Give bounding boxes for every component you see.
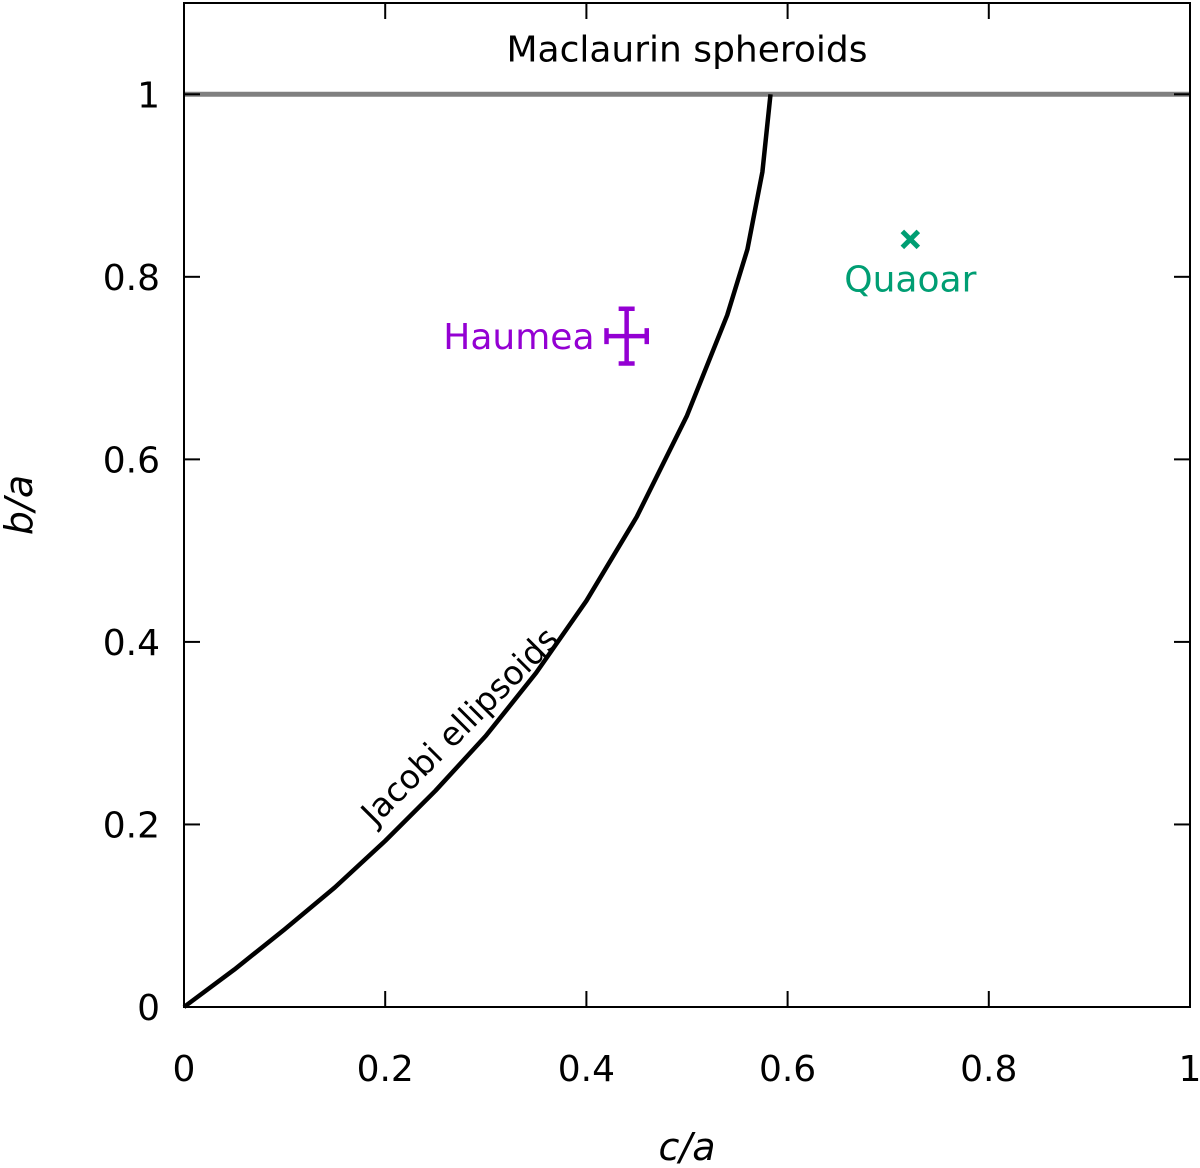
y-tick-label: 1 bbox=[137, 75, 160, 116]
plot-frame bbox=[183, 2, 1191, 1008]
points-layer: Haumea Quaoar bbox=[443, 229, 977, 366]
x-axis-label: c/a bbox=[659, 1125, 716, 1168]
x-tick-label: 0.8 bbox=[960, 1049, 1017, 1090]
x-tick-label: 0 bbox=[173, 1049, 196, 1090]
quaoar-marker bbox=[900, 229, 921, 250]
region-layer: Maclaurin spheroids bbox=[184, 30, 1190, 97]
ticks-layer bbox=[184, 3, 1190, 1007]
labels-layer: 0 0.2 0.4 0.6 0.8 1 0 0.2 0.4 0.6 0.8 1 bbox=[103, 75, 1200, 1090]
x-tick-label: 1 bbox=[1179, 1049, 1200, 1090]
quaoar-label: Quaoar bbox=[844, 259, 976, 300]
haumea-label: Haumea bbox=[443, 317, 594, 358]
y-tick-label: 0.8 bbox=[103, 258, 160, 299]
curve-layer: Jacobi ellipsoids bbox=[182, 94, 773, 1009]
jacobi-ellipsoids-curve bbox=[182, 94, 773, 1009]
jacobi-ellipsoids-label: Jacobi ellipsoids bbox=[352, 619, 566, 834]
y-tick-label: 0.4 bbox=[103, 623, 160, 664]
y-tick-label: 0.6 bbox=[103, 440, 160, 481]
x-tick-label: 0.2 bbox=[357, 1049, 414, 1090]
maclaurin-region-label: Maclaurin spheroids bbox=[506, 30, 867, 71]
x-tick-label: 0.6 bbox=[759, 1049, 816, 1090]
x-tick-label: 0.4 bbox=[558, 1049, 615, 1090]
y-axis-label: b/a bbox=[0, 475, 41, 535]
y-tick-label: 0 bbox=[137, 988, 160, 1029]
y-tick-label: 0.2 bbox=[103, 805, 160, 846]
